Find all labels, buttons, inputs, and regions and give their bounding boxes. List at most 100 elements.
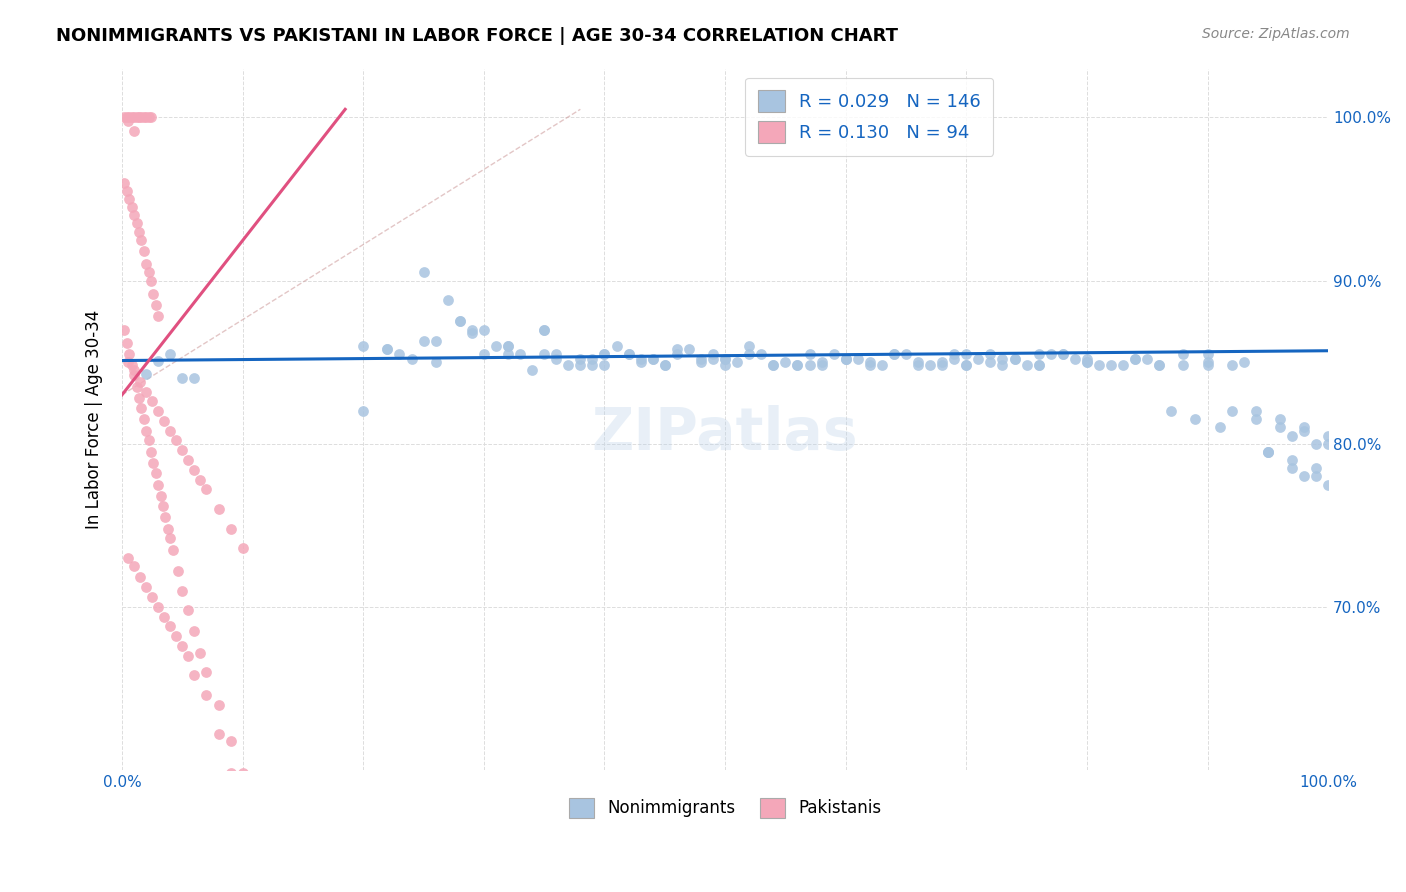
Point (1281, 453, 1303, 467)
Point (1123, 351, 1146, 366)
Point (1052, 347, 1074, 361)
Point (1317, 477, 1340, 491)
Legend: Nonimmigrants, Pakistanis: Nonimmigrants, Pakistanis (562, 791, 889, 825)
Point (183, 463, 205, 477)
Point (920, 359, 942, 373)
Point (195, 688, 218, 702)
Point (1292, 424, 1315, 438)
Point (943, 347, 966, 361)
Point (135, 424, 157, 438)
Point (118, 111, 141, 125)
Point (714, 351, 737, 366)
Point (846, 351, 869, 366)
Point (1268, 420, 1291, 434)
Point (1028, 347, 1050, 361)
Point (678, 342, 700, 356)
Point (581, 359, 603, 373)
Point (142, 456, 165, 470)
Point (148, 599, 170, 614)
Point (955, 347, 977, 361)
Point (149, 489, 172, 503)
Point (141, 590, 163, 604)
Point (1028, 359, 1050, 373)
Point (630, 355, 652, 369)
Point (177, 453, 200, 467)
Point (533, 322, 555, 336)
Point (1160, 404, 1182, 418)
Point (461, 326, 484, 340)
Point (153, 609, 176, 624)
Point (117, 113, 139, 128)
Point (967, 351, 990, 366)
Point (1244, 404, 1267, 418)
Point (177, 648, 200, 663)
Point (135, 367, 157, 381)
Point (714, 351, 737, 366)
Point (1052, 347, 1074, 361)
Point (148, 404, 170, 418)
Point (195, 665, 218, 679)
Point (131, 401, 153, 415)
Point (1244, 412, 1267, 426)
Point (472, 347, 495, 361)
Point (139, 445, 162, 459)
Point (219, 733, 242, 747)
Point (141, 394, 163, 409)
Point (122, 363, 145, 377)
Point (166, 564, 188, 578)
Point (1004, 351, 1026, 366)
Point (1039, 347, 1062, 361)
Point (156, 522, 179, 536)
Point (955, 359, 977, 373)
Point (114, 111, 136, 125)
Point (190, 473, 212, 487)
Point (1028, 359, 1050, 373)
Point (461, 322, 484, 336)
Point (509, 347, 531, 361)
Point (569, 359, 592, 373)
Point (1281, 461, 1303, 475)
Point (1136, 351, 1159, 366)
Point (159, 347, 181, 361)
Point (738, 339, 761, 353)
Point (1149, 359, 1171, 373)
Point (762, 359, 785, 373)
Point (412, 265, 434, 279)
Point (139, 274, 162, 288)
Point (714, 359, 737, 373)
Point (183, 624, 205, 639)
Point (1281, 428, 1303, 442)
Point (121, 359, 143, 373)
Point (155, 510, 177, 524)
Point (870, 359, 893, 373)
Point (132, 111, 155, 125)
Point (114, 322, 136, 336)
Point (485, 339, 508, 353)
Point (1305, 436, 1327, 450)
Point (496, 339, 519, 353)
Point (786, 359, 808, 373)
Point (115, 184, 138, 198)
Point (172, 443, 194, 458)
Point (207, 698, 229, 712)
Point (148, 477, 170, 491)
Point (775, 355, 797, 369)
Point (152, 499, 174, 513)
Point (165, 434, 187, 448)
Point (1184, 412, 1206, 426)
Point (1257, 445, 1279, 459)
Point (496, 339, 519, 353)
Point (125, 111, 148, 125)
Point (1149, 359, 1171, 373)
Text: Source: ZipAtlas.com: Source: ZipAtlas.com (1202, 27, 1350, 41)
Point (125, 379, 148, 393)
Point (122, 123, 145, 137)
Point (207, 727, 229, 741)
Point (979, 347, 1001, 361)
Point (125, 217, 148, 231)
Point (449, 314, 471, 328)
Point (799, 359, 821, 373)
Point (907, 355, 929, 369)
Point (148, 310, 170, 324)
Point (129, 375, 152, 389)
